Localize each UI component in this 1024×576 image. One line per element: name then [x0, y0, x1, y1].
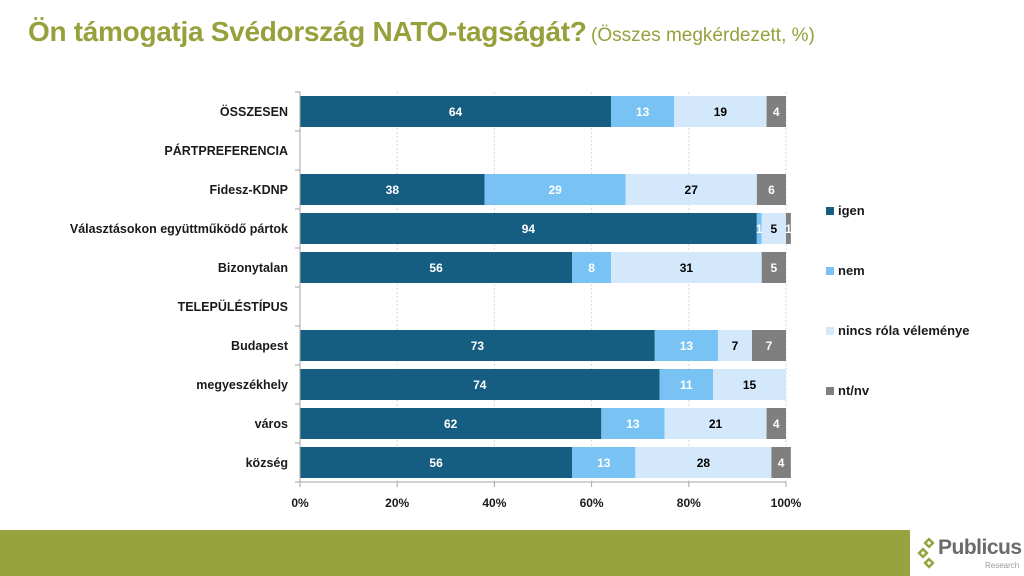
- data-label: 19: [714, 105, 728, 119]
- legend-label: nem: [838, 263, 865, 278]
- data-label: 62: [444, 417, 458, 431]
- x-tick-label: 0%: [291, 496, 309, 510]
- data-label: 1: [785, 222, 792, 236]
- data-label: 6: [768, 183, 775, 197]
- data-label: 28: [697, 456, 711, 470]
- bar-segment-nincs-r-la-v-lem-nye: [635, 447, 772, 478]
- data-label: 1: [756, 222, 763, 236]
- category-label: város: [255, 417, 288, 431]
- bar-segment-nem: [572, 447, 636, 478]
- bar-segment-nincs-r-la-v-lem-nye: [674, 96, 767, 127]
- category-label: ÖSSZESEN: [220, 104, 288, 119]
- bar-segment-nincs-r-la-v-lem-nye: [625, 174, 757, 205]
- legend-label: nincs róla véleménye: [838, 323, 970, 338]
- data-label: 8: [588, 261, 595, 275]
- bar-segment-nincs-r-la-v-lem-nye: [664, 408, 767, 439]
- bar-segment-nt-nv: [756, 174, 786, 205]
- bar-segment-nem: [659, 369, 714, 400]
- category-label: Fidesz-KDNP: [210, 183, 288, 197]
- bar-segment-nt-nv: [766, 96, 786, 127]
- data-label: 74: [473, 378, 487, 392]
- bar-segment-nem: [756, 213, 762, 244]
- bar-segment-igen: [300, 408, 602, 439]
- data-label: 4: [773, 105, 780, 119]
- x-tick-label: 80%: [677, 496, 701, 510]
- data-label: 56: [429, 261, 443, 275]
- category-label: megyeszékhely: [196, 378, 288, 392]
- bar-segment-nem: [611, 96, 675, 127]
- bar-segment-nt-nv: [786, 213, 791, 244]
- legend-swatch: [826, 207, 834, 215]
- data-label: 5: [771, 261, 778, 275]
- data-label: 7: [732, 339, 739, 353]
- data-label: 21: [709, 417, 723, 431]
- bar-segment-nincs-r-la-v-lem-nye: [611, 252, 762, 283]
- title-main: Ön támogatja Svédország NATO-tagságát?: [28, 16, 587, 47]
- bar-segment-nt-nv: [766, 408, 786, 439]
- brand-name: Publicus: [938, 536, 1022, 559]
- data-label: 13: [626, 417, 640, 431]
- bar-segment-igen: [300, 330, 655, 361]
- bar-segment-nt-nv: [771, 447, 791, 478]
- bar-segment-nt-nv: [751, 330, 786, 361]
- category-label: Budapest: [231, 339, 289, 353]
- bar-segment-nem: [654, 330, 718, 361]
- publicus-logo-icon: [917, 537, 935, 569]
- bar-segment-nincs-r-la-v-lem-nye: [761, 213, 786, 244]
- data-label: 56: [429, 456, 443, 470]
- footer-band: [0, 530, 910, 576]
- legend-swatch: [826, 267, 834, 275]
- x-tick-label: 100%: [771, 496, 802, 510]
- title-subtitle: (Összes megkérdezett, %): [591, 25, 815, 46]
- bar-segment-igen: [300, 213, 757, 244]
- category-label: község: [246, 456, 288, 470]
- bar-segment-nem: [484, 174, 626, 205]
- data-label: 13: [680, 339, 694, 353]
- category-label: TELEPÜLÉSTÍPUS: [178, 299, 288, 314]
- data-label: 31: [680, 261, 694, 275]
- bar-segment-igen: [300, 447, 573, 478]
- legend-label: igen: [838, 203, 865, 218]
- data-label: 13: [597, 456, 611, 470]
- data-label: 4: [778, 456, 785, 470]
- x-tick-label: 20%: [385, 496, 409, 510]
- bar-segment-igen: [300, 174, 485, 205]
- chart-title: Ön támogatja Svédország NATO-tagságát? (…: [28, 16, 815, 48]
- bar-segment-nt-nv: [761, 252, 786, 283]
- legend-swatch: [826, 387, 834, 395]
- data-label: 13: [636, 105, 650, 119]
- data-label: 15: [743, 378, 757, 392]
- category-label: Választásokon együttműködő pártok: [70, 222, 288, 236]
- bar-segment-nincs-r-la-v-lem-nye: [713, 369, 786, 400]
- legend-label: nt/nv: [838, 383, 870, 398]
- bar-segment-nincs-r-la-v-lem-nye: [717, 330, 752, 361]
- data-label: 5: [771, 222, 778, 236]
- data-label: 7: [766, 339, 773, 353]
- x-tick-label: 60%: [580, 496, 604, 510]
- bar-segment-igen: [300, 252, 573, 283]
- bar-segment-nem: [572, 252, 612, 283]
- category-label: Bizonytalan: [218, 261, 288, 275]
- category-label: PÁRTPREFERENCIA: [164, 143, 288, 158]
- data-label: 38: [386, 183, 400, 197]
- bar-segment-igen: [300, 369, 660, 400]
- legend-swatch: [826, 327, 834, 335]
- data-label: 27: [685, 183, 699, 197]
- data-label: 4: [773, 417, 780, 431]
- data-label: 73: [471, 339, 485, 353]
- x-tick-label: 40%: [482, 496, 506, 510]
- data-label: 29: [548, 183, 562, 197]
- data-label: 11: [680, 378, 693, 392]
- brand-subtitle: Research: [985, 561, 1020, 570]
- data-label: 64: [449, 105, 463, 119]
- data-label: 94: [522, 222, 536, 236]
- bar-segment-igen: [300, 96, 612, 127]
- bar-segment-nem: [601, 408, 665, 439]
